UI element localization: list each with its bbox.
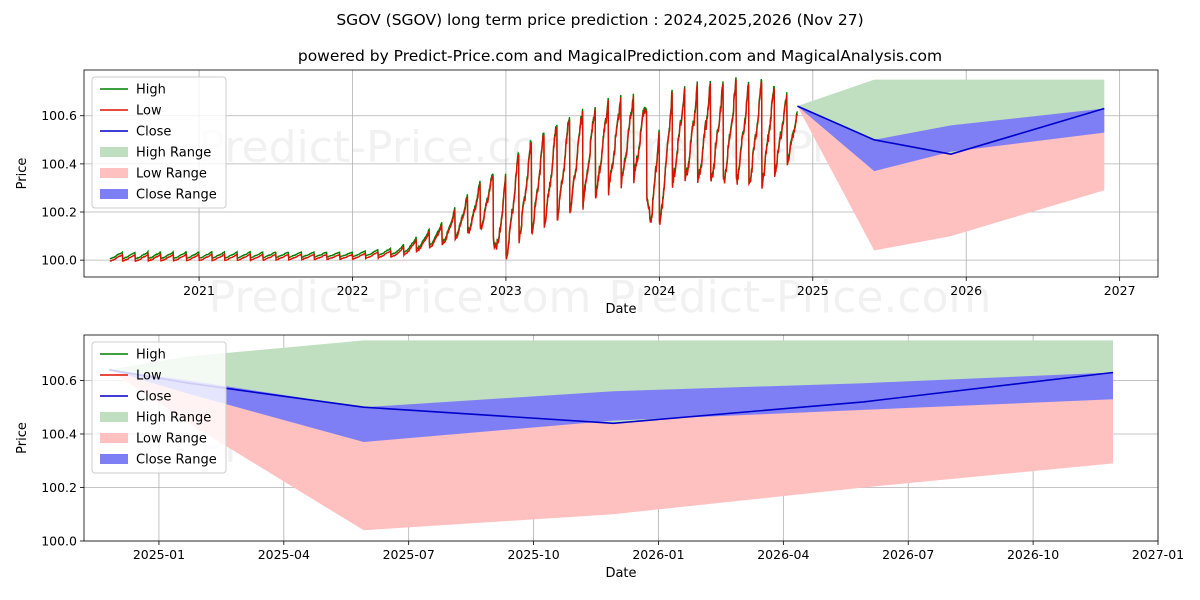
x-axis-label: Date: [605, 302, 636, 317]
y-tick-label: 100.4: [41, 156, 77, 171]
high-range-area: [797, 79, 1105, 155]
top-range-fills: [797, 79, 1105, 251]
close-range-area: [109, 369, 1113, 442]
x-tick-label: 2026-04: [757, 547, 809, 562]
legend-label: Low: [136, 104, 162, 119]
legend-label: High: [136, 348, 166, 363]
x-tick-label: 2023: [490, 283, 522, 298]
legend-label: Low Range: [136, 167, 207, 182]
legend-label: Low: [136, 369, 162, 384]
legend-label: Close Range: [136, 453, 217, 468]
x-tick-label: 2024: [643, 283, 675, 298]
watermark-text: Predict-Price.com: [609, 272, 992, 323]
plot-frame: [83, 334, 1159, 542]
x-tick-label: 2027-01: [1132, 547, 1184, 562]
x-tick-label: 2026-07: [882, 547, 934, 562]
x-tick-label: 2025-07: [383, 547, 435, 562]
x-tick-label: 2025-01: [133, 547, 185, 562]
bottom-panel: Predict-Price.com Predict-Price.com 2025…: [15, 334, 1184, 581]
x-tick-label: 2025-04: [258, 547, 310, 562]
top-legend: High Low Close High Range Low Range Close Ran…: [91, 76, 227, 209]
legend-label: High: [136, 83, 166, 98]
x-tick-label: 2026-10: [1007, 547, 1059, 562]
legend-label: High Range: [136, 411, 211, 426]
y-tick-label: 100.2: [41, 205, 77, 220]
legend-label: Low Range: [136, 432, 207, 447]
x-tick-label: 2026: [950, 283, 982, 298]
top-panel: Predict-Price.com Predict-Price.com Pred…: [15, 69, 1159, 323]
low-history-line: [109, 79, 799, 263]
close-forecast-line: [797, 105, 1105, 156]
legend-swatch-patch: [100, 433, 128, 443]
x-tick-label: 2026-01: [632, 547, 684, 562]
y-axis-label: Price: [15, 158, 30, 190]
bottom-legend: High Low Close High Range Low Range Close Ran…: [91, 341, 227, 474]
x-tick-label: 2025: [797, 283, 829, 298]
legend-swatch-patch: [100, 454, 128, 464]
bottom-axes: 2025-01 2025-04 2025-07 2025-10 2026-01 2026-…: [15, 334, 1184, 581]
x-axis-label: Date: [605, 566, 636, 581]
legend-swatch-patch: [100, 412, 128, 422]
plot-frame: [83, 69, 1159, 278]
y-tick-label: 100.6: [41, 373, 77, 388]
legend-label: Close Range: [136, 188, 217, 203]
legend-swatch-patch: [100, 189, 128, 199]
y-tick-label: 100.2: [41, 480, 77, 495]
x-tick-label: 2022: [337, 283, 369, 298]
top-axes: 2021 2022 2023 2024 2025 2026 2027 100.0 100.2 10…: [15, 69, 1159, 317]
x-tick-label: 2027: [1104, 283, 1136, 298]
high-range-area: [109, 340, 1113, 424]
chart-title: SGOV (SGOV) long term price prediction :…: [336, 11, 863, 29]
legend-swatch-patch: [100, 168, 128, 178]
legend-label: High Range: [136, 146, 211, 161]
bottom-range-fills: [109, 340, 1113, 531]
y-tick-label: 100.0: [41, 253, 77, 268]
y-tick-label: 100.4: [41, 426, 77, 441]
y-tick-label: 100.6: [41, 108, 77, 123]
x-tick-label: 2021: [183, 283, 215, 298]
legend-swatch-patch: [100, 147, 128, 157]
legend-label: Close: [136, 125, 171, 140]
x-tick-label: 2025-10: [507, 547, 559, 562]
close-range-area: [797, 106, 1105, 172]
chart-subtitle: powered by Predict-Price.com and Magical…: [298, 47, 942, 65]
y-axis-label: Price: [15, 422, 30, 454]
y-tick-label: 100.0: [41, 534, 77, 549]
watermark-text: Predict-Price.com: [209, 272, 592, 323]
legend-label: Close: [136, 390, 171, 405]
top-series-lines: [109, 77, 1105, 263]
watermark-text: Predict-Price.com: [199, 122, 582, 173]
